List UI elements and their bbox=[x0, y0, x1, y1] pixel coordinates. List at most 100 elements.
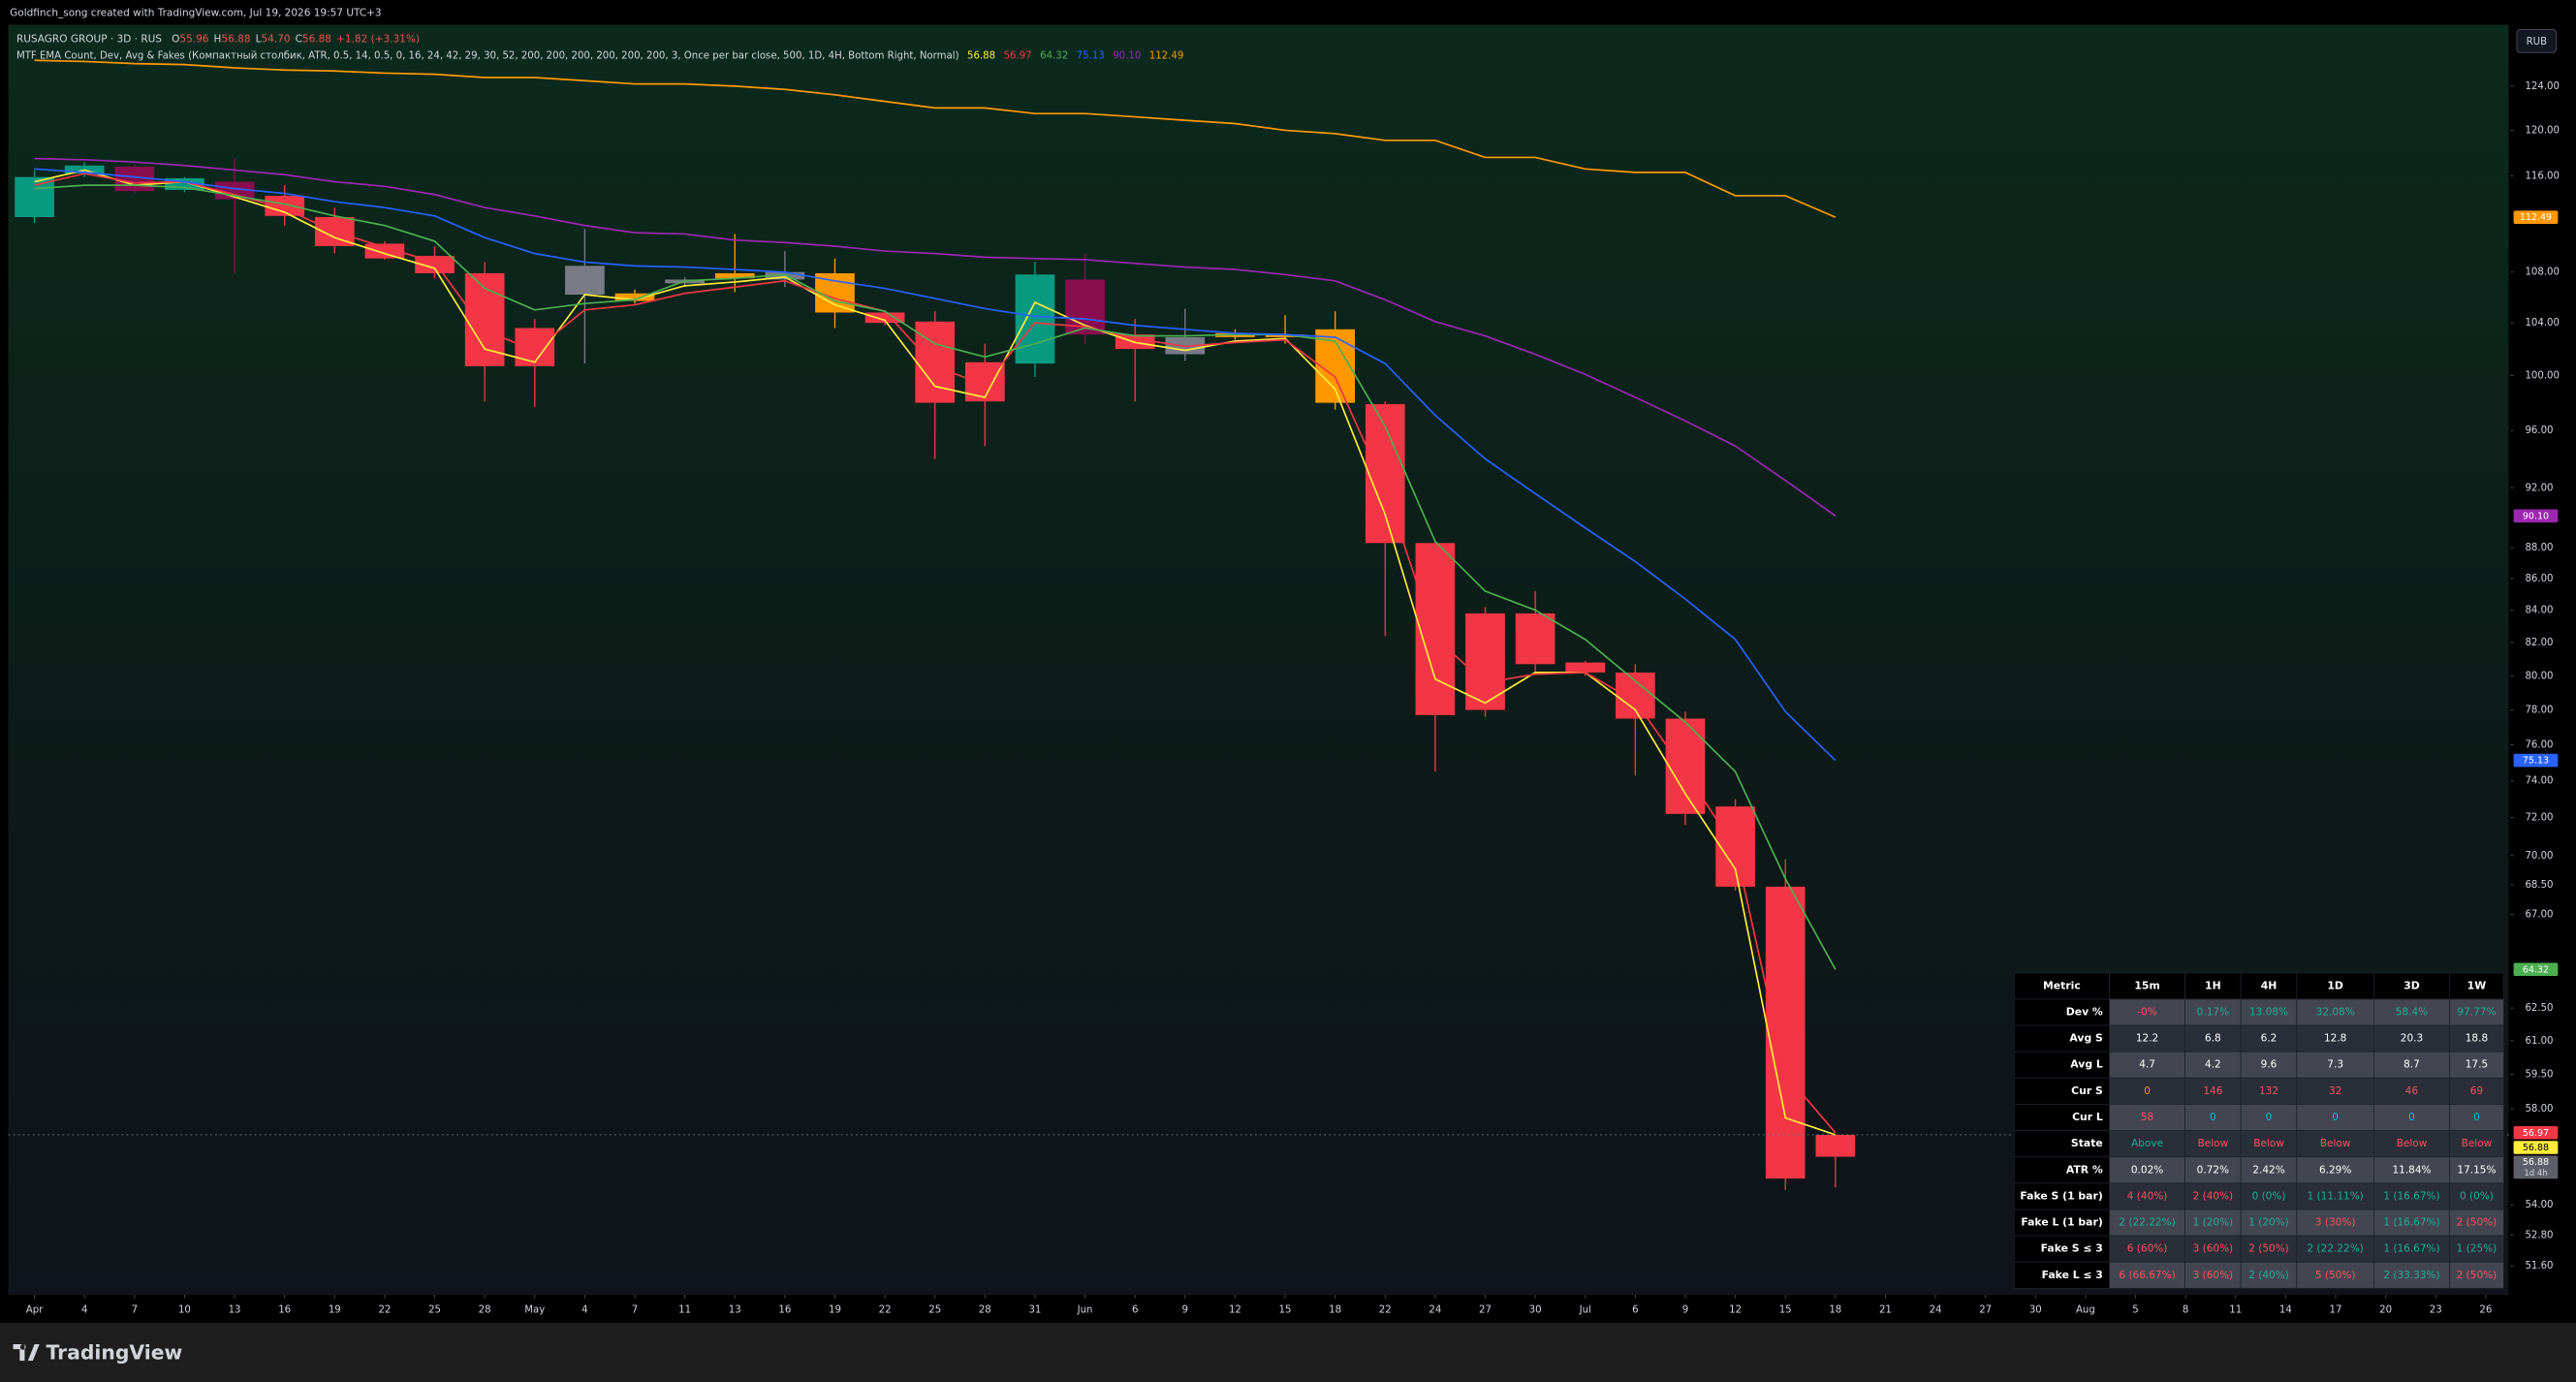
x-tick-label: 25 bbox=[928, 1304, 941, 1315]
ohlc-value: 55.96 bbox=[179, 34, 208, 46]
table-metric: Fake S ≤ 3 bbox=[2041, 1242, 2103, 1255]
table-value: 0 bbox=[2210, 1112, 2216, 1123]
table-metric-cell bbox=[2013, 1130, 2111, 1158]
table-value: 3 (60%) bbox=[2193, 1270, 2234, 1281]
ema-line bbox=[34, 157, 1837, 517]
x-tick-label: 19 bbox=[329, 1304, 341, 1315]
x-tick-label: 20 bbox=[2379, 1304, 2392, 1315]
table-value: 132 bbox=[2259, 1085, 2278, 1097]
y-tick-label: 104.00 bbox=[2525, 318, 2560, 329]
table-value: 9.6 bbox=[2261, 1059, 2278, 1071]
candle-body bbox=[1515, 612, 1555, 665]
table-cell bbox=[2109, 1077, 2185, 1105]
y-tick-label: 88.00 bbox=[2525, 543, 2553, 553]
table-metric: Dev % bbox=[2066, 1005, 2103, 1018]
y-tick-label: 100.00 bbox=[2525, 371, 2560, 382]
table-cell bbox=[2449, 1182, 2504, 1210]
y-tick-label: 78.00 bbox=[2525, 706, 2553, 716]
price-tag-label: 56.97 bbox=[2523, 1128, 2549, 1139]
price-tag bbox=[2513, 1125, 2559, 1140]
candle-body bbox=[614, 293, 655, 301]
candle-body bbox=[1465, 612, 1505, 710]
candle-body bbox=[265, 195, 305, 216]
table-cell bbox=[2184, 1209, 2242, 1237]
table-cell bbox=[2373, 1235, 2450, 1263]
y-tick-label: 58.00 bbox=[2525, 1104, 2553, 1115]
ohlc-label: O bbox=[172, 34, 179, 46]
table-value: Below bbox=[2198, 1138, 2229, 1149]
table-value: 0.72% bbox=[2197, 1164, 2229, 1176]
table-value: 13.08% bbox=[2249, 1006, 2288, 1018]
table-value: 2 (22.22%) bbox=[2308, 1243, 2364, 1255]
table-cell bbox=[2184, 1156, 2242, 1184]
table-cell bbox=[2184, 1024, 2242, 1052]
table-value: 0 bbox=[2266, 1112, 2273, 1123]
x-tick-label: 15 bbox=[1779, 1304, 1792, 1315]
table-value: 0 bbox=[2332, 1112, 2339, 1123]
table-value: 3 (60%) bbox=[2193, 1243, 2234, 1255]
table-cell bbox=[2373, 1077, 2450, 1105]
table-cell bbox=[2449, 1104, 2504, 1131]
price-tag bbox=[2513, 1155, 2559, 1179]
table-header-cell bbox=[2449, 972, 2504, 1000]
x-tick-label: 30 bbox=[2029, 1304, 2042, 1315]
table-metric-cell bbox=[2013, 1024, 2111, 1052]
table-metric: Avg L bbox=[2070, 1058, 2103, 1071]
table-header: 1D bbox=[2327, 979, 2343, 991]
table-metric: Fake L ≤ 3 bbox=[2042, 1269, 2103, 1281]
indicator-value: 64.32 bbox=[1040, 51, 1068, 62]
table-cell bbox=[2296, 1209, 2374, 1237]
table-value: 97.77% bbox=[2457, 1006, 2496, 1018]
table-cell bbox=[2109, 998, 2185, 1026]
candle-body bbox=[1015, 274, 1055, 364]
y-tick-label: 86.00 bbox=[2525, 574, 2553, 584]
table-value: -0% bbox=[2137, 1006, 2156, 1018]
table-value: 0 bbox=[2408, 1112, 2415, 1123]
watermark: Goldfinch_song created with TradingView.… bbox=[10, 8, 381, 19]
table-cell bbox=[2373, 1261, 2450, 1289]
table-metric: Fake L (1 bar) bbox=[2021, 1216, 2103, 1229]
table-value: 2.42% bbox=[2252, 1164, 2284, 1176]
table-value: 46 bbox=[2405, 1085, 2419, 1097]
table-value: 6.29% bbox=[2319, 1164, 2351, 1176]
table-value: 0.02% bbox=[2131, 1164, 2163, 1176]
x-tick-label: 27 bbox=[1479, 1304, 1492, 1315]
table-value: Below bbox=[2320, 1138, 2351, 1149]
x-tick-label: 12 bbox=[1229, 1304, 1241, 1315]
table-cell bbox=[2296, 1235, 2374, 1263]
candle-body bbox=[565, 266, 605, 296]
price-tag-label: 112.49 bbox=[2520, 212, 2552, 223]
x-tick-label: Jun bbox=[1077, 1304, 1093, 1315]
table-metric-cell bbox=[2013, 1235, 2111, 1263]
x-tick-label: Aug bbox=[2076, 1304, 2095, 1315]
indicator-value: 90.10 bbox=[1113, 51, 1141, 62]
table-cell bbox=[2240, 998, 2298, 1026]
table-value: 1 (11.11%) bbox=[2308, 1190, 2364, 1202]
table-value: Below bbox=[2253, 1138, 2284, 1149]
x-tick-label: 22 bbox=[879, 1304, 892, 1315]
table-value: 1 (25%) bbox=[2457, 1243, 2497, 1255]
table-value: 0 bbox=[2473, 1112, 2480, 1123]
x-tick-label: 11 bbox=[678, 1304, 691, 1315]
y-tick-label: 68.50 bbox=[2525, 880, 2553, 891]
table-value: 2 (40%) bbox=[2248, 1270, 2289, 1281]
table-header-cell bbox=[2296, 972, 2374, 1000]
candle-body bbox=[714, 273, 755, 279]
candle-body bbox=[915, 321, 956, 403]
table-value: 11.84% bbox=[2392, 1164, 2431, 1176]
candle-body bbox=[1565, 662, 1606, 673]
price-tag bbox=[2513, 1141, 2559, 1154]
table-value: Below bbox=[2397, 1138, 2428, 1149]
x-tick-label: 17 bbox=[2330, 1304, 2342, 1315]
x-tick-label: 21 bbox=[1879, 1304, 1892, 1315]
logo-icon bbox=[13, 1344, 40, 1361]
indicator-value: 56.88 bbox=[967, 51, 995, 62]
table-value: 4.2 bbox=[2205, 1059, 2221, 1071]
brand: TradingView bbox=[46, 1340, 182, 1364]
y-tick-label: 80.00 bbox=[2525, 671, 2553, 681]
table-cell bbox=[2449, 1156, 2504, 1184]
price-tag bbox=[2513, 962, 2559, 977]
table-cell bbox=[2449, 1235, 2504, 1263]
table-value: 1 (20%) bbox=[2193, 1217, 2234, 1229]
